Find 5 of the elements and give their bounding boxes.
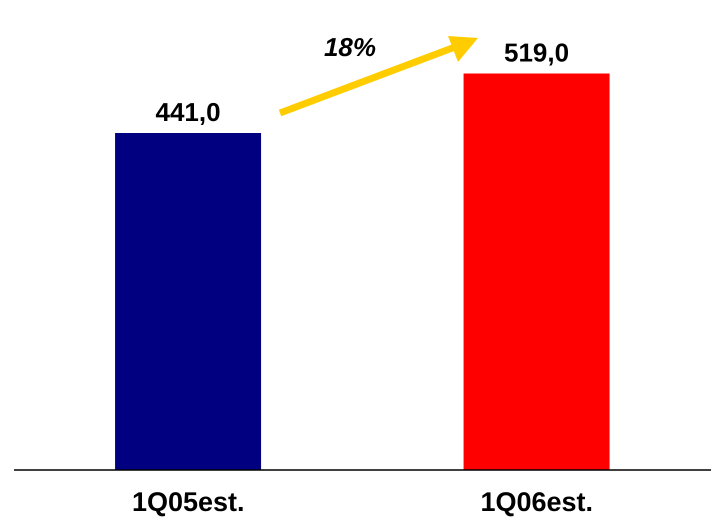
- x-tick-label: 1Q06est.: [480, 487, 594, 518]
- data-label: 519,0: [504, 37, 570, 68]
- data-label: 441,0: [156, 97, 221, 128]
- x-tick-label: 1Q05est.: [132, 487, 245, 518]
- text: 18%: [324, 32, 376, 62]
